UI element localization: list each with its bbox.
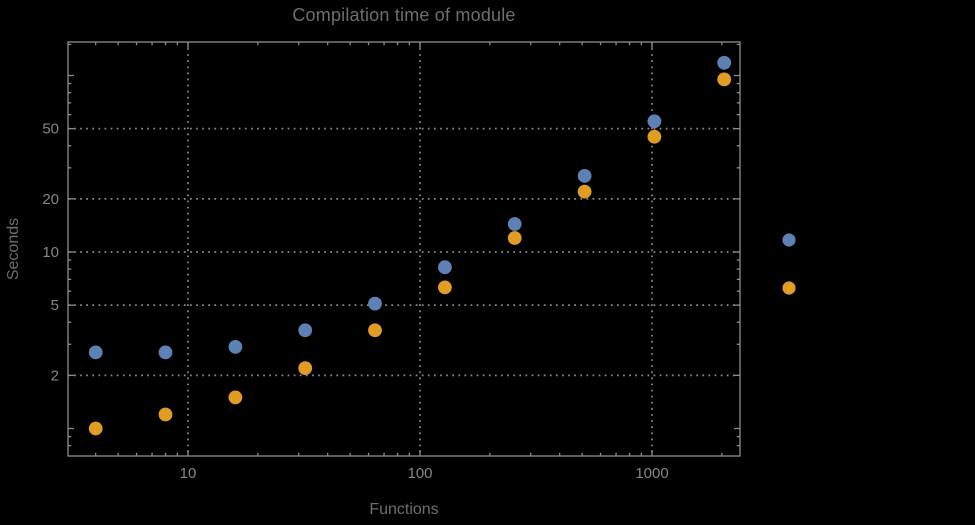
data-point-series-1-x128: [438, 260, 452, 275]
y-tick-label-10: 10: [42, 244, 59, 261]
chart-title: Compilation time of module: [292, 5, 516, 25]
x-tick-label-1000: 1000: [635, 465, 668, 482]
data-point-series-2-x128: [438, 280, 452, 295]
legend-marker-2: [782, 281, 796, 295]
legend-marker-1: [782, 233, 796, 247]
plot-frame: [67, 41, 741, 457]
data-point-series-1-x16: [228, 340, 243, 354]
data-point-series-2-x512: [577, 184, 592, 199]
y-tick-label-50: 50: [42, 121, 59, 138]
data-point-series-2-x1024: [647, 129, 662, 144]
data-point-series-2-x16: [228, 390, 243, 405]
data-point-series-1-x2048: [717, 55, 732, 70]
x-tick-label-10: 10: [180, 465, 197, 482]
data-point-series-2-x32: [298, 361, 313, 375]
x-axis-label: Functions: [369, 501, 439, 518]
data-point-series-1-x4: [88, 345, 103, 360]
data-point-series-2-x64: [368, 323, 382, 338]
data-point-series-1-x64: [368, 296, 382, 311]
data-point-series-2-x256: [507, 231, 522, 245]
x-tick-label-100: 100: [407, 465, 432, 482]
data-point-series-2-x8: [158, 407, 173, 422]
y-tick-label-2: 2: [51, 367, 59, 384]
data-point-series-1-x256: [507, 217, 522, 231]
y-axis-label: Seconds: [5, 217, 22, 281]
data-point-series-1-x512: [577, 169, 592, 183]
data-point-series-1-x32: [298, 323, 313, 338]
y-tick-label-5: 5: [51, 297, 59, 314]
y-tick-label-20: 20: [42, 191, 59, 208]
data-point-series-1-x8: [158, 345, 173, 360]
data-point-series-2-x4: [88, 421, 103, 436]
data-point-series-1-x1024: [647, 114, 662, 129]
data-point-series-2-x2048: [717, 72, 732, 87]
